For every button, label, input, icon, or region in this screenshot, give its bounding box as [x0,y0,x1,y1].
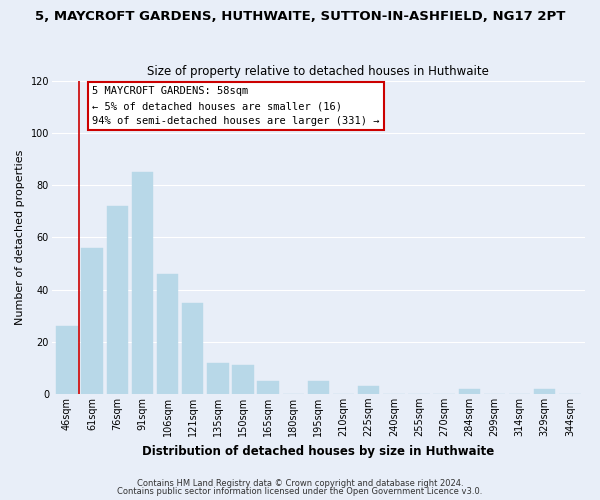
Bar [157,274,178,394]
Text: Contains public sector information licensed under the Open Government Licence v3: Contains public sector information licen… [118,487,482,496]
Title: Size of property relative to detached houses in Huthwaite: Size of property relative to detached ho… [148,66,490,78]
Bar [82,248,103,394]
Text: Contains HM Land Registry data © Crown copyright and database right 2024.: Contains HM Land Registry data © Crown c… [137,478,463,488]
Bar [358,386,379,394]
Bar [308,381,329,394]
Bar [232,365,254,394]
Bar [131,172,153,394]
Bar [534,388,556,394]
Bar [107,206,128,394]
Text: 5, MAYCROFT GARDENS, HUTHWAITE, SUTTON-IN-ASHFIELD, NG17 2PT: 5, MAYCROFT GARDENS, HUTHWAITE, SUTTON-I… [35,10,565,23]
Bar [458,388,480,394]
Bar [207,362,229,394]
Bar [182,302,203,394]
Text: 5 MAYCROFT GARDENS: 58sqm
← 5% of detached houses are smaller (16)
94% of semi-d: 5 MAYCROFT GARDENS: 58sqm ← 5% of detach… [92,86,380,126]
Bar [56,326,77,394]
Y-axis label: Number of detached properties: Number of detached properties [15,150,25,325]
Bar [257,381,279,394]
X-axis label: Distribution of detached houses by size in Huthwaite: Distribution of detached houses by size … [142,444,494,458]
